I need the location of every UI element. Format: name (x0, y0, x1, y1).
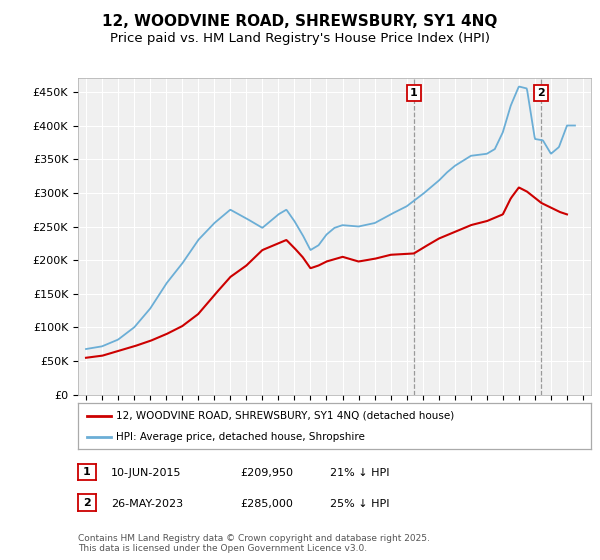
Text: 12, WOODVINE ROAD, SHREWSBURY, SY1 4NQ: 12, WOODVINE ROAD, SHREWSBURY, SY1 4NQ (103, 14, 497, 29)
Text: 2: 2 (83, 498, 91, 508)
Text: HPI: Average price, detached house, Shropshire: HPI: Average price, detached house, Shro… (116, 432, 365, 442)
Text: 12, WOODVINE ROAD, SHREWSBURY, SY1 4NQ (detached house): 12, WOODVINE ROAD, SHREWSBURY, SY1 4NQ (… (116, 410, 455, 421)
Text: 26-MAY-2023: 26-MAY-2023 (111, 499, 183, 509)
Text: £209,950: £209,950 (240, 468, 293, 478)
Text: 1: 1 (83, 467, 91, 477)
Text: Price paid vs. HM Land Registry's House Price Index (HPI): Price paid vs. HM Land Registry's House … (110, 32, 490, 45)
Text: £285,000: £285,000 (240, 499, 293, 509)
Text: Contains HM Land Registry data © Crown copyright and database right 2025.
This d: Contains HM Land Registry data © Crown c… (78, 534, 430, 553)
Text: 1: 1 (410, 87, 418, 97)
Text: 10-JUN-2015: 10-JUN-2015 (111, 468, 182, 478)
Text: 2: 2 (538, 87, 545, 97)
Text: 25% ↓ HPI: 25% ↓ HPI (330, 499, 389, 509)
Text: 21% ↓ HPI: 21% ↓ HPI (330, 468, 389, 478)
